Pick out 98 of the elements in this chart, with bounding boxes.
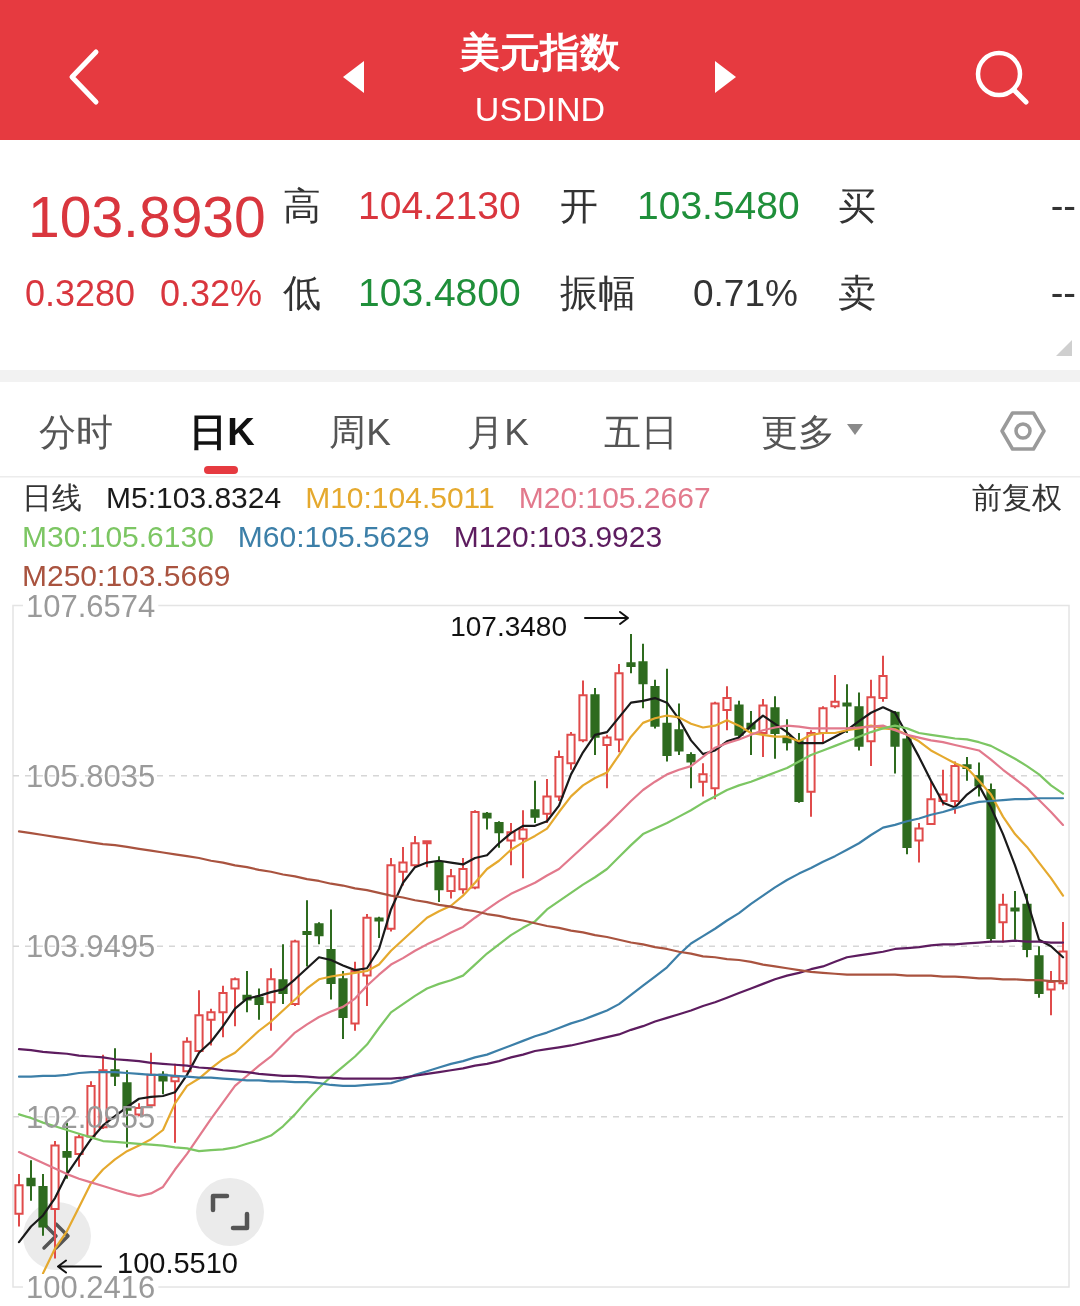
candlestick [374,915,384,939]
candlestick [638,642,648,710]
text: 日K [189,411,256,453]
candlestick [338,970,348,1041]
text: 103.4800 [358,271,521,314]
text: -- [1050,272,1076,314]
text: M120:103.9923 [453,520,663,553]
text: M5:103.8324 [106,481,282,514]
text: M60:105.5629 [237,520,430,553]
candlestick [686,751,696,790]
legend-title: 日线 [22,481,82,514]
candlestick [362,913,372,1007]
candlestick [830,674,840,710]
candlestick [1010,890,1020,941]
candlestick [554,749,564,802]
candlestick [842,683,852,734]
candlestick [458,856,468,895]
candlestick [326,908,336,1001]
text: 卖 [838,272,876,314]
candlestick [410,834,420,869]
candlestick [14,1173,24,1228]
candlestick [590,686,600,757]
candlestick [398,845,408,887]
y-tick-label: 105.8035 [26,758,156,794]
candlestick [662,667,672,763]
candlestick [986,782,996,944]
candlestick [290,938,300,1007]
text: 前复权 [972,481,1062,514]
text: 103.5480 [637,184,800,227]
annotation: 107.3480 [450,610,567,642]
text: 0.3280 [25,273,136,314]
text: 分时 [39,412,113,453]
candlestick [446,868,456,900]
candlestick [1034,945,1044,999]
candlestick [530,779,540,825]
candlestick [998,892,1008,944]
text: M10:104.5011 [305,481,495,514]
candlestick [494,820,504,849]
candlestick [218,984,228,1039]
candlestick [206,1007,216,1047]
line-series [17,830,1065,983]
candlestick [878,654,888,703]
text: 周K [329,412,392,453]
text: 五日 [604,412,678,453]
text: 103.8930 [28,185,266,249]
candlestick [806,729,816,818]
candlestick [950,760,960,815]
text: 开 [560,185,598,227]
candlestick [314,921,324,946]
candlestick [926,779,936,826]
candlestick [794,732,804,804]
candlestick [698,762,708,798]
candlestick [350,960,360,1032]
candlestick [302,899,312,968]
candlestick [614,663,624,754]
candlestick [50,1140,60,1260]
candlestick [194,989,204,1054]
candlestick [38,1173,48,1237]
candlestick [722,685,732,732]
candlestick [626,632,636,675]
text: 低 [283,272,321,314]
text: 买 [838,185,876,227]
candlestick [470,809,480,891]
candlestick [482,811,492,831]
candlestick [518,809,528,880]
text: M30:105.6130 [22,520,214,553]
candlestick [422,839,432,869]
candlestick [542,777,552,825]
candlestick [902,733,912,856]
text: M20:105.2667 [518,481,711,514]
text: 月K [467,412,530,453]
candlestick [1046,970,1056,1017]
text: -- [1050,185,1076,227]
candlestick [578,679,588,744]
text: 0.71% [693,273,798,314]
candlestick [230,976,240,1028]
chart-subtitle: USDIND [474,90,606,128]
candlestick [1058,921,1068,991]
chart-title: 美元指数 [459,30,621,74]
candlestick [566,731,576,771]
candlestick [278,943,288,1006]
text: 振幅 [560,272,636,314]
text: 104.2130 [358,184,521,227]
candlestick [602,733,612,790]
candlestick [914,822,924,864]
candlestick [710,700,720,801]
candlestick [266,967,276,1032]
candlestick [674,702,684,757]
text: 更多 [761,412,835,453]
candlestick [254,987,264,1021]
candlestick [26,1159,36,1202]
candlestick [74,1133,84,1168]
y-tick-label: 103.9495 [26,929,156,965]
candlestick [434,855,444,904]
line-series [17,797,1065,1087]
text: 高 [283,185,321,227]
candlestick [158,1070,168,1096]
text: 0.32% [160,273,263,314]
